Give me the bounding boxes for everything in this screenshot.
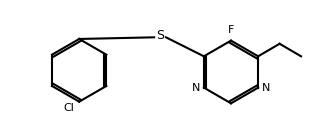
Text: S: S bbox=[156, 29, 164, 42]
Text: F: F bbox=[228, 25, 234, 35]
Text: Cl: Cl bbox=[63, 103, 74, 113]
Text: N: N bbox=[191, 83, 200, 93]
Text: N: N bbox=[262, 83, 271, 93]
